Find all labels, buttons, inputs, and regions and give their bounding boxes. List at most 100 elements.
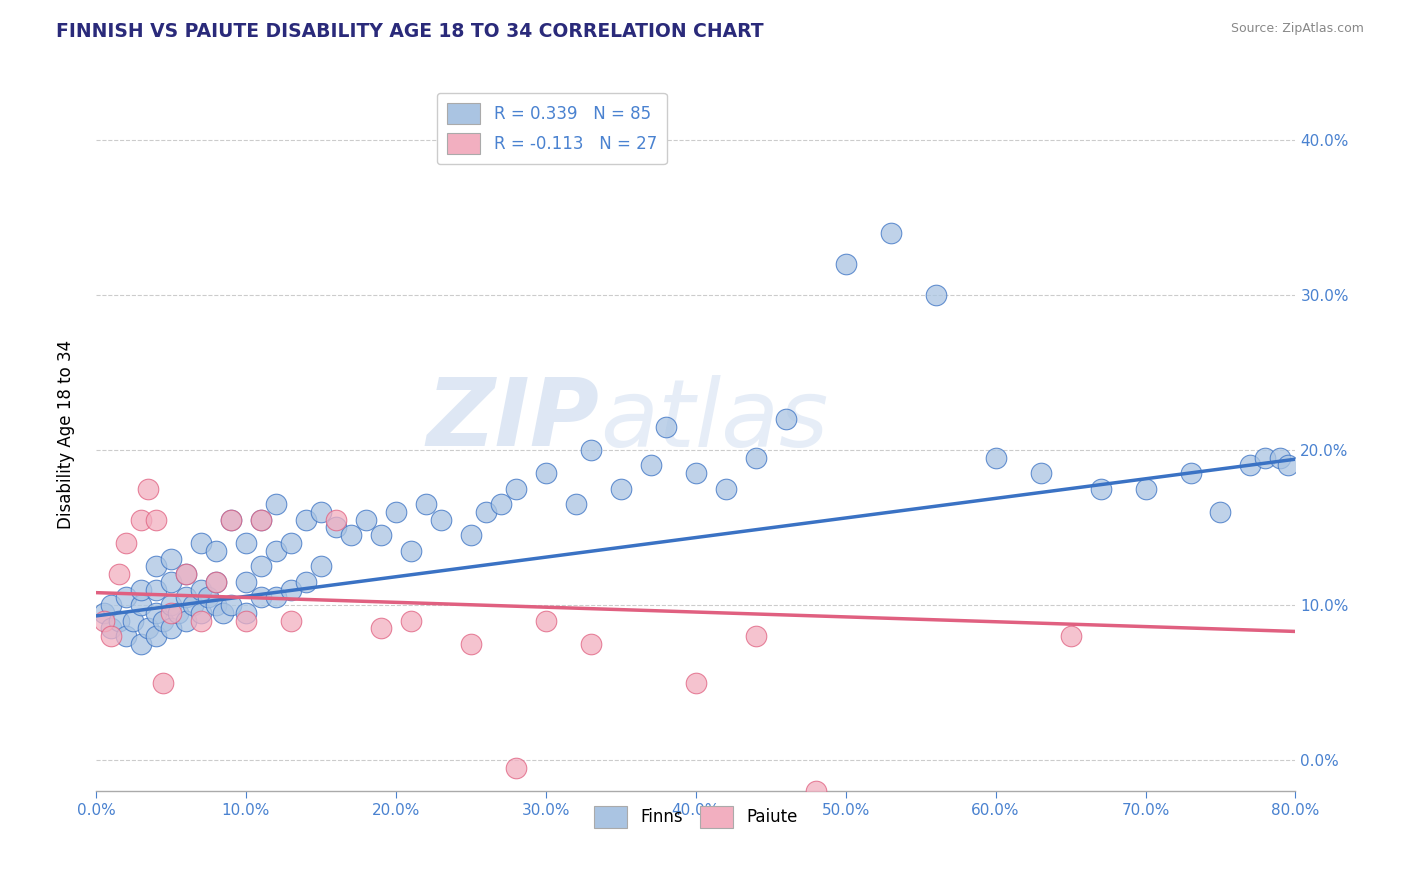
Point	[399, 543, 422, 558]
Point	[145, 559, 167, 574]
Point	[804, 784, 827, 798]
Y-axis label: Disability Age 18 to 34: Disability Age 18 to 34	[58, 340, 75, 529]
Point	[1209, 505, 1232, 519]
Point	[138, 621, 160, 635]
Point	[924, 287, 946, 301]
Point	[219, 598, 242, 612]
Point	[610, 482, 633, 496]
Point	[340, 528, 363, 542]
Point	[250, 513, 273, 527]
Point	[1090, 482, 1112, 496]
Point	[138, 482, 160, 496]
Point	[370, 621, 392, 635]
Text: ZIP: ZIP	[427, 374, 600, 467]
Point	[145, 629, 167, 643]
Point	[370, 528, 392, 542]
Point	[190, 536, 212, 550]
Point	[1270, 450, 1292, 465]
Point	[775, 412, 797, 426]
Point	[399, 614, 422, 628]
Point	[93, 606, 115, 620]
Legend: Finns, Paiute: Finns, Paiute	[588, 799, 804, 834]
Point	[460, 637, 482, 651]
Point	[129, 598, 152, 612]
Point	[354, 513, 377, 527]
Point	[1239, 458, 1261, 473]
Point	[640, 458, 662, 473]
Point	[565, 497, 588, 511]
Point	[129, 513, 152, 527]
Point	[325, 513, 347, 527]
Point	[385, 505, 408, 519]
Point	[295, 574, 318, 589]
Point	[1029, 466, 1052, 480]
Point	[174, 567, 197, 582]
Point	[100, 629, 122, 643]
Text: Source: ZipAtlas.com: Source: ZipAtlas.com	[1230, 22, 1364, 36]
Point	[190, 582, 212, 597]
Point	[505, 761, 527, 775]
Point	[107, 567, 129, 582]
Point	[579, 442, 602, 457]
Point	[879, 226, 901, 240]
Point	[160, 598, 183, 612]
Point	[460, 528, 482, 542]
Point	[93, 614, 115, 628]
Point	[250, 559, 273, 574]
Point	[415, 497, 437, 511]
Point	[174, 567, 197, 582]
Text: atlas: atlas	[600, 375, 828, 466]
Point	[115, 536, 138, 550]
Point	[1254, 450, 1277, 465]
Point	[235, 574, 257, 589]
Point	[152, 614, 174, 628]
Point	[685, 466, 707, 480]
Point	[145, 513, 167, 527]
Point	[744, 629, 766, 643]
Point	[325, 520, 347, 534]
Point	[309, 559, 332, 574]
Point	[107, 614, 129, 628]
Point	[714, 482, 737, 496]
Point	[205, 574, 228, 589]
Point	[579, 637, 602, 651]
Point	[100, 598, 122, 612]
Point	[295, 513, 318, 527]
Point	[489, 497, 512, 511]
Point	[264, 543, 287, 558]
Point	[145, 582, 167, 597]
Point	[1180, 466, 1202, 480]
Point	[129, 582, 152, 597]
Point	[174, 591, 197, 605]
Point	[280, 536, 302, 550]
Point	[115, 591, 138, 605]
Point	[129, 637, 152, 651]
Point	[219, 513, 242, 527]
Point	[115, 629, 138, 643]
Point	[190, 614, 212, 628]
Point	[197, 591, 219, 605]
Point	[205, 574, 228, 589]
Point	[505, 482, 527, 496]
Point	[250, 513, 273, 527]
Point	[174, 614, 197, 628]
Point	[1135, 482, 1157, 496]
Point	[264, 497, 287, 511]
Point	[235, 606, 257, 620]
Point	[183, 598, 205, 612]
Point	[534, 466, 557, 480]
Text: FINNISH VS PAIUTE DISABILITY AGE 18 TO 34 CORRELATION CHART: FINNISH VS PAIUTE DISABILITY AGE 18 TO 3…	[56, 22, 763, 41]
Point	[212, 606, 235, 620]
Point	[280, 582, 302, 597]
Point	[205, 598, 228, 612]
Point	[160, 551, 183, 566]
Point	[744, 450, 766, 465]
Point	[1059, 629, 1081, 643]
Point	[1277, 458, 1299, 473]
Point	[475, 505, 498, 519]
Point	[100, 621, 122, 635]
Point	[152, 675, 174, 690]
Point	[205, 543, 228, 558]
Point	[264, 591, 287, 605]
Point	[309, 505, 332, 519]
